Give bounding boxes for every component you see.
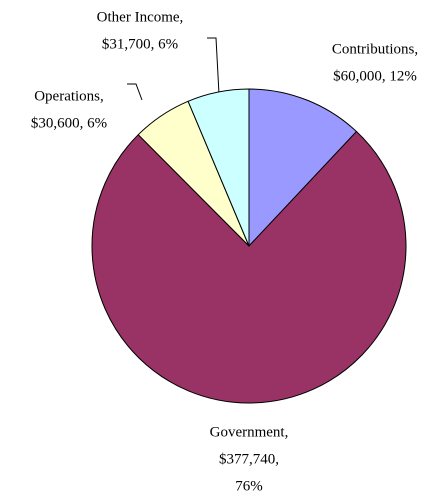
slice-value-label: 76% [235, 478, 263, 494]
leader-line [207, 37, 220, 95]
slice-label: Operations, [34, 88, 104, 104]
pie-slice [91, 130, 407, 404]
slice-label: Other Income, [97, 9, 184, 25]
pie-slice [248, 88, 358, 248]
slice-value-label: $377,740, [219, 451, 279, 467]
slice-value-label: $30,600, 6% [31, 115, 107, 131]
slice-label: Contributions, [332, 41, 418, 57]
pie-slice [187, 88, 250, 247]
leader-line [127, 83, 143, 101]
slice-value-label: $60,000, 12% [333, 68, 417, 84]
slice-value-label: $31,700, 6% [102, 36, 178, 52]
slice-label: Government, [210, 424, 289, 440]
